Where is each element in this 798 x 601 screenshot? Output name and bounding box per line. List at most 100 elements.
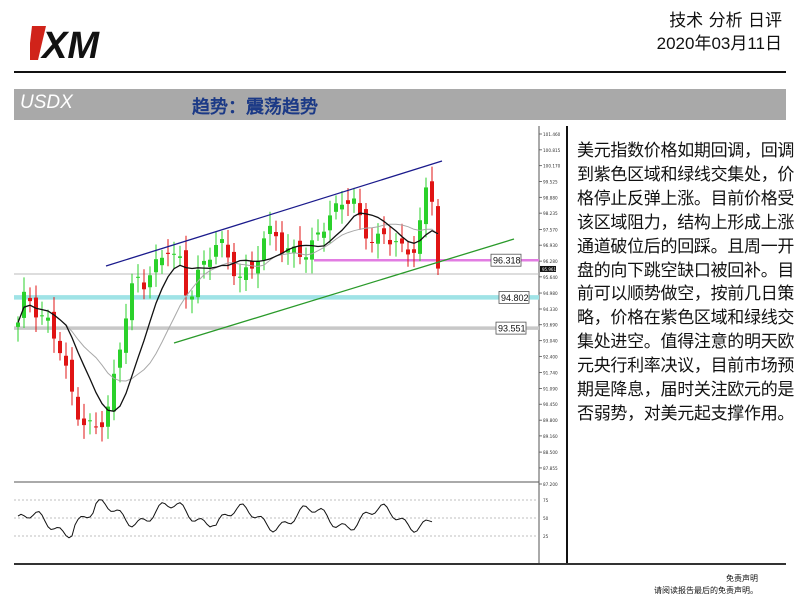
candle-down: [94, 426, 98, 428]
current-price-tag: [540, 265, 556, 272]
candle-up: [418, 220, 422, 254]
price-tick-label: 87.855: [543, 466, 558, 471]
price-tick-label: 90.450: [543, 402, 558, 407]
candle-down: [370, 242, 374, 244]
price-tick-label: 98.880: [543, 195, 558, 200]
level-label-box: [490, 253, 522, 267]
candle-up: [130, 283, 134, 321]
candle-down: [82, 418, 86, 426]
candle-up: [160, 257, 164, 266]
candle-up: [22, 291, 26, 318]
xm-logo: XM: [30, 25, 100, 64]
candle-down: [412, 249, 416, 253]
candle-up: [118, 349, 122, 368]
candle-up: [172, 253, 176, 255]
level-label: 93.551: [498, 324, 526, 334]
disclaimer-text: 请阅读报告最后的免责声明。: [654, 586, 758, 595]
candle-up: [202, 260, 206, 265]
candle-up: [208, 259, 212, 267]
candle-up: [154, 259, 158, 273]
level-label: 94.802: [501, 293, 529, 303]
candle-up: [316, 232, 320, 235]
header-divider: [14, 71, 786, 73]
analysis-commentary: 美元指数价格如期回调，回调到紫色区域和绿线交集处，价格停止反弹上涨。目前价格受该…: [577, 141, 795, 424]
candle-up: [16, 322, 20, 327]
oscillator-tick-label: 50: [543, 516, 549, 521]
moving-average-black: [17, 212, 439, 412]
candle-up: [244, 267, 248, 280]
price-tick-label: 101.460: [543, 132, 561, 137]
disclaimer: 免责声明 请阅读报告最后的免责声明。: [654, 573, 758, 597]
candle-up: [106, 406, 110, 427]
candle-down: [388, 239, 392, 245]
candle-up: [112, 373, 116, 412]
candle-down: [184, 250, 188, 296]
candle-up: [178, 256, 182, 258]
candle-up: [196, 269, 200, 298]
candle-up: [220, 239, 224, 243]
candle-down: [280, 232, 284, 254]
current-price-label: 95.961: [542, 267, 556, 272]
candle-up: [352, 198, 356, 204]
price-tick-label: 89.160: [543, 434, 558, 439]
footer-divider: [14, 563, 786, 565]
price-tick-label: 94.330: [543, 307, 558, 312]
candle-down: [70, 359, 74, 392]
upper-channel-line: [105, 160, 443, 267]
price-tick-label: 87.200: [543, 482, 558, 487]
candle-down: [274, 232, 278, 237]
candle-down: [430, 181, 434, 202]
candle-down: [298, 240, 302, 257]
price-axis: 101.460 100.815 100.170 99.525 98.880 98.235 9…: [14, 132, 561, 487]
candle-up: [88, 420, 92, 422]
candle-down: [64, 355, 68, 366]
candle-down: [76, 396, 80, 420]
candle-up: [190, 296, 194, 300]
candle-down: [382, 228, 386, 235]
candle-down: [226, 244, 230, 258]
moving-average-grey: [17, 223, 439, 382]
candle-down: [358, 203, 362, 216]
price-tick-label: 93.040: [543, 339, 558, 344]
oscillator-tick-label: 75: [543, 498, 549, 503]
report-type: 技术 分析 日评: [669, 11, 782, 31]
title-bar: USDX 趋势：震荡趋势: [14, 89, 786, 120]
price-tick-label: 94.980: [543, 291, 558, 296]
candle-up: [304, 257, 308, 260]
candle-up: [214, 245, 218, 257]
oscillator-tick-label: 25: [543, 534, 549, 539]
candle-down: [142, 282, 146, 290]
candle-up: [424, 187, 428, 225]
price-levels: 96.318 94.802 93.551: [14, 253, 539, 335]
price-tick-label: 99.525: [543, 179, 558, 184]
candle-up: [256, 260, 260, 274]
candle-down: [58, 340, 62, 354]
candle-down: [346, 200, 350, 204]
price-tick-label: 89.800: [543, 418, 558, 423]
candle-up: [328, 215, 332, 231]
level-label-box: [495, 321, 527, 335]
price-tick-label: 100.170: [543, 164, 561, 169]
candle-down: [400, 238, 404, 244]
candle-up: [148, 275, 152, 288]
price-tick-label: 96.280: [543, 259, 558, 264]
candle-up: [124, 318, 128, 353]
candle-down: [364, 209, 368, 239]
disclaimer-title: 免责声明: [726, 574, 758, 583]
price-tick-label: 96.930: [543, 243, 558, 248]
candle-up: [268, 225, 272, 235]
candle-down: [250, 261, 254, 269]
price-tick-label: 95.640: [543, 275, 558, 280]
candle-up: [310, 240, 314, 260]
candle-down: [166, 252, 170, 254]
price-tick-label: 91.090: [543, 387, 558, 392]
candle-up: [340, 204, 344, 210]
level-label-box: [498, 291, 530, 304]
price-tick-label: 98.235: [543, 211, 558, 216]
trend-label: 趋势：震荡趋势: [192, 97, 318, 118]
level-label: 96.318: [493, 256, 521, 266]
candle-up: [376, 233, 380, 244]
candle-down: [232, 251, 236, 277]
price-tick-label: 92.400: [543, 354, 558, 359]
section-divider: [566, 126, 568, 563]
